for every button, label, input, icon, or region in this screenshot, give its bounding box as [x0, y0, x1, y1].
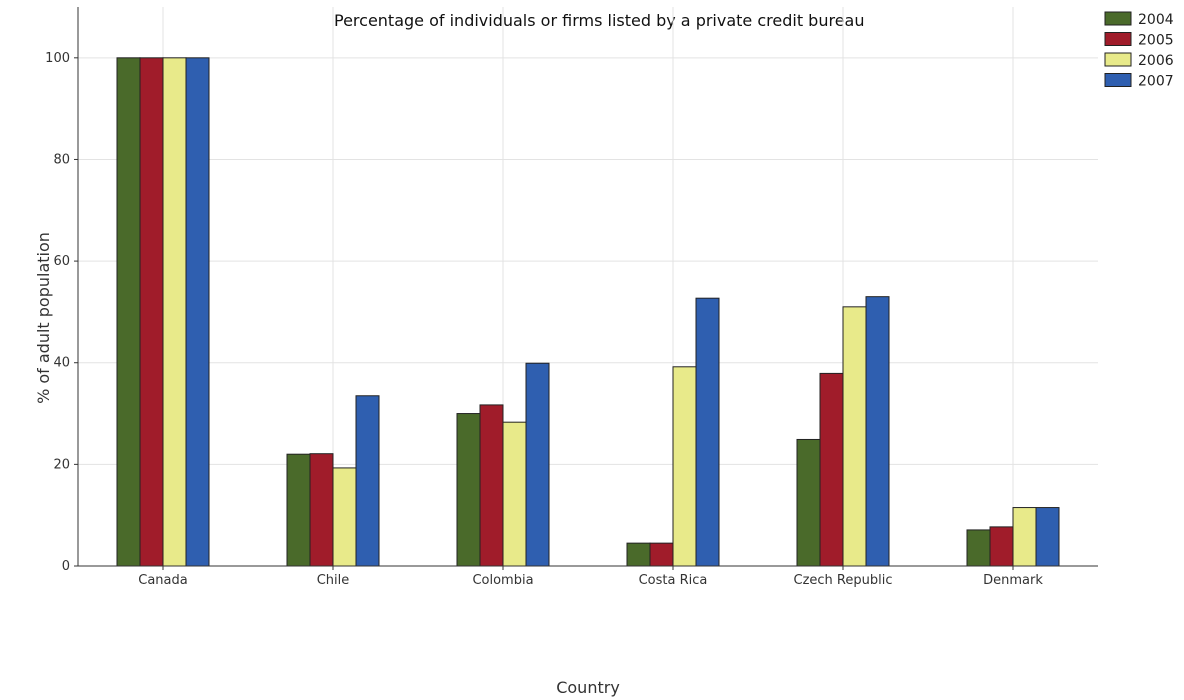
bar-canada-2007 — [185, 57, 210, 567]
y-tick-labels: 0 20 40 60 80 100 — [45, 51, 70, 574]
bar-colombia-2006 — [502, 421, 527, 567]
bar-costa-rica-2004 — [626, 542, 651, 567]
x-tick-label: Costa Rica — [639, 573, 708, 588]
axes — [74, 7, 1098, 570]
legend-swatch-2004 — [1104, 11, 1132, 26]
y-tick-label: 80 — [53, 152, 70, 167]
bar-czech-republic-2007 — [865, 296, 890, 567]
y-axis-label: % of adult population — [34, 232, 53, 404]
bar-czech-republic-2006 — [842, 306, 867, 567]
chart-title: Percentage of individuals or firms liste… — [334, 11, 865, 30]
legend-swatch-2006 — [1104, 52, 1132, 67]
bar-colombia-2005 — [479, 404, 504, 567]
bar-costa-rica-2006 — [672, 366, 697, 567]
bar-costa-rica-2007 — [695, 297, 720, 567]
bar-chile-2006 — [332, 467, 357, 567]
bars — [116, 57, 1060, 567]
grid — [78, 7, 1098, 567]
bar-denmark-2005 — [989, 526, 1014, 567]
bar-canada-2005 — [139, 57, 164, 567]
x-axis-label: Country — [556, 678, 620, 697]
legend-swatch-2007 — [1104, 73, 1132, 87]
y-tick-label: 100 — [45, 51, 70, 66]
bar-canada-2004 — [116, 57, 141, 567]
x-tick-label: Colombia — [472, 573, 533, 588]
legend-label-2005: 2005 — [1138, 33, 1174, 49]
bar-chile-2007 — [355, 395, 380, 567]
x-tick-label: Canada — [138, 573, 187, 588]
bar-denmark-2004 — [966, 529, 991, 567]
bar-denmark-2007 — [1035, 507, 1060, 567]
legend-label-2006: 2006 — [1138, 53, 1174, 69]
legend: 2004 2005 2006 2007 — [1104, 11, 1174, 90]
x-tick-label: Czech Republic — [794, 573, 893, 588]
bar-canada-2006 — [162, 57, 187, 567]
legend-label-2004: 2004 — [1138, 12, 1174, 28]
y-tick-label: 60 — [53, 254, 70, 269]
y-tick-label: 0 — [62, 559, 70, 574]
y-tick-label: 20 — [53, 457, 70, 472]
bar-colombia-2004 — [456, 413, 481, 567]
legend-swatch-2005 — [1104, 32, 1132, 46]
bar-chile-2005 — [309, 453, 334, 567]
x-tick-label: Denmark — [983, 573, 1043, 588]
bar-colombia-2007 — [525, 362, 550, 567]
bar-czech-republic-2004 — [796, 438, 821, 567]
bar-denmark-2006 — [1012, 507, 1037, 567]
x-tick-label: Chile — [317, 573, 350, 588]
bar-czech-republic-2005 — [819, 372, 844, 567]
bar-costa-rica-2005 — [649, 542, 674, 567]
y-tick-label: 40 — [53, 356, 70, 371]
x-tick-labels: Canada Chile Colombia Costa Rica Czech Repub… — [138, 573, 1043, 588]
legend-label-2007: 2007 — [1138, 74, 1174, 90]
bar-chile-2004 — [286, 453, 311, 567]
